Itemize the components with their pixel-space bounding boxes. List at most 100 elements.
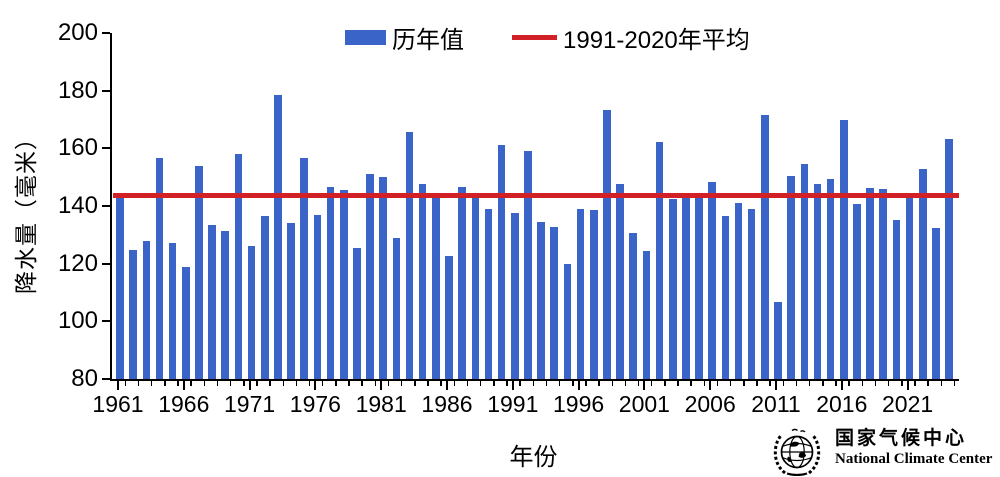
bar-1973 [274,94,282,379]
x-tick-label: 2021 [882,391,934,417]
bar-2023 [932,228,940,379]
x-tick-minor [493,381,495,386]
org-name-block: 国家气候中心 National Climate Center [835,428,992,468]
bar-2008 [734,202,743,379]
bar-1966 [182,267,190,379]
x-tick-minor [164,381,166,386]
x-tick-minor [506,381,508,386]
bar-1984 [418,184,427,379]
x-tick-label: 2006 [684,391,736,417]
bar-2020 [892,219,901,379]
bar-1989 [484,208,493,379]
y-tick-label: 80 [71,365,98,392]
legend-line-swatch-icon [512,34,557,40]
bar-1992 [524,151,532,379]
x-tick-major [380,381,383,390]
x-tick-minor [650,381,653,386]
bar-1994 [550,227,559,379]
bar-1987 [458,186,466,379]
bar-2010 [761,115,769,379]
globe-wreath-icon [773,428,821,476]
x-tick-minor [927,381,929,386]
x-tick-minor [321,381,324,386]
bar-2021 [905,194,914,379]
bar-2007 [721,215,730,379]
bar-1977 [326,186,335,379]
bar-1982 [392,237,401,379]
bar-1964 [155,158,164,379]
x-tick-minor [190,381,192,386]
x-tick-minor [545,381,548,386]
x-tick-major [840,381,843,390]
x-tick-minor [716,381,719,386]
x-tick-minor [124,381,127,386]
plot-area [110,33,959,381]
bar-1988 [471,195,480,379]
x-tick-minor [256,381,258,386]
footer-logo: 国家气候中心 National Climate Center [771,428,992,476]
x-tick-minor [427,381,429,386]
y-tick [102,32,110,34]
bar-2009 [747,208,756,379]
y-tick [102,262,110,265]
bar-1962 [129,249,137,379]
bar-1963 [142,241,151,379]
y-tick [102,378,110,380]
bar-1985 [432,195,440,379]
x-tick-major [182,381,185,390]
x-tick-label: 2011 [751,391,801,417]
x-tick-minor [137,381,140,386]
bar-2002 [655,141,664,379]
bar-1967 [195,165,203,379]
x-tick-minor [308,381,311,386]
legend-bar-label: 历年值 [392,26,464,54]
bar-1970 [234,153,243,379]
bar-2005 [695,194,703,379]
reference-line [113,192,959,198]
bar-1971 [247,245,256,379]
x-tick-minor [400,381,403,386]
x-tick-major [117,381,119,390]
x-tick-minor [361,381,363,386]
bar-2019 [879,188,888,379]
x-tick-minor [624,381,627,386]
x-tick-minor [940,381,942,386]
x-tick-minor [216,381,219,386]
bar-1968 [208,225,216,379]
bar-2013 [800,163,809,379]
x-tick-minor [782,381,785,386]
x-tick-minor [664,381,666,386]
x-tick-minor [808,381,811,386]
x-tick-minor [756,381,758,386]
y-tick-label: 100 [57,307,98,335]
x-tick-minor [150,381,153,386]
bar-1995 [563,264,572,379]
x-tick-minor [585,381,587,386]
y-tick-label: 140 [57,192,98,219]
x-tick-minor [282,381,284,386]
x-tick-minor [572,381,574,386]
x-tick-major [314,381,317,390]
x-tick-minor [914,381,916,386]
x-tick-label: 1981 [355,391,407,417]
x-tick-major [643,381,646,390]
x-tick-major [248,381,251,390]
bar-1961 [116,194,124,379]
x-tick-minor [743,381,745,386]
legend: 历年值 1991-2020年平均 [345,22,750,54]
x-tick-minor [269,381,271,386]
x-tick-minor [335,381,337,386]
x-tick-minor [598,381,600,386]
y-tick [102,320,110,323]
bar-2018 [866,188,874,379]
x-tick-label: 2016 [816,391,868,417]
x-tick-major [446,381,448,390]
x-tick-label: 1971 [224,391,276,417]
bar-1993 [537,221,545,379]
x-tick-major [775,381,777,390]
bar-1965 [168,243,177,379]
bar-1976 [313,214,322,379]
y-tick-label: 120 [57,249,98,277]
x-tick-label: 1961 [92,391,144,417]
